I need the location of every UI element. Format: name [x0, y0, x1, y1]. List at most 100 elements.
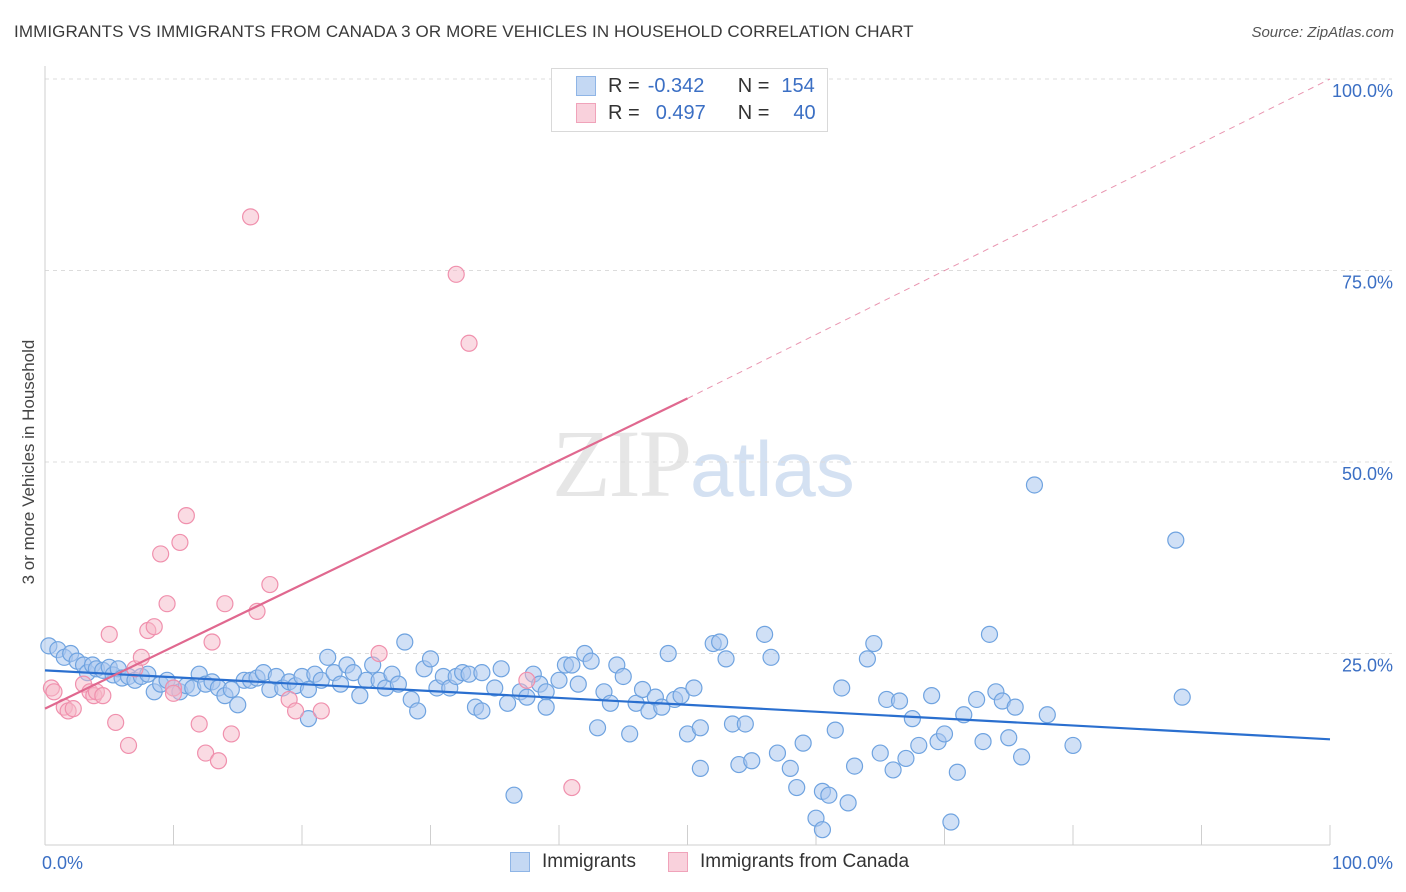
data-point-canada — [203, 633, 221, 651]
legend-r-value: -0.342 — [647, 74, 705, 97]
trend-line-immigrants — [44, 669, 1331, 741]
watermark-zip: ZIP — [552, 410, 692, 517]
data-point-canada — [312, 702, 330, 720]
data-point-immigrants — [1038, 706, 1056, 724]
data-point-canada — [209, 752, 228, 770]
data-point-immigrants — [492, 660, 510, 678]
data-point-immigrants — [871, 744, 889, 762]
data-point-immigrants — [582, 652, 600, 670]
data-point-immigrants — [319, 648, 337, 666]
data-point-immigrants — [550, 671, 568, 689]
y-axis-label: 3 or more Vehicles in Household — [19, 340, 38, 585]
data-point-canada — [197, 744, 215, 762]
legend-n-label: N = — [737, 101, 770, 124]
data-point-immigrants — [833, 679, 851, 697]
data-point-immigrants — [884, 761, 902, 779]
legend-n-label: N = — [737, 74, 770, 97]
data-point-immigrants — [691, 759, 709, 778]
data-point-immigrants — [794, 734, 812, 752]
legend-row-immigrants: R = -0.342 N = 154 — [576, 74, 815, 98]
watermark-atlas: atlas — [690, 425, 855, 513]
series-label-canada: Immigrants from Canada — [699, 851, 910, 872]
data-point-immigrants — [845, 757, 864, 775]
data-point-immigrants — [473, 664, 491, 682]
watermark: ZIPatlas — [552, 408, 855, 519]
data-point-immigrants — [717, 650, 735, 668]
data-point-immigrants — [1173, 688, 1191, 706]
data-point-immigrants — [344, 664, 362, 682]
data-point-immigrants — [890, 692, 909, 710]
data-point-canada — [216, 595, 234, 613]
data-point-immigrants — [858, 650, 877, 668]
data-point-immigrants — [351, 687, 369, 705]
data-point-immigrants — [1006, 698, 1024, 716]
data-point-immigrants — [755, 625, 774, 643]
data-point-immigrants — [1000, 729, 1018, 747]
legend-swatch-immigrants — [576, 76, 596, 96]
data-point-immigrants — [820, 786, 838, 804]
data-point-immigrants — [968, 690, 986, 709]
y-tick-label: 75.0% — [1342, 273, 1393, 293]
data-point-immigrants — [588, 719, 607, 737]
data-point-immigrants — [813, 821, 832, 839]
correlation-legend: R = -0.342 N = 154 R = 0.497 N = 40 — [551, 68, 828, 132]
data-point-canada — [100, 625, 118, 643]
legend-r-value: 0.497 — [655, 101, 706, 124]
data-point-canada — [94, 687, 112, 705]
data-point-immigrants — [614, 667, 632, 686]
series-legend: Immigrants Immigrants from Canada — [510, 851, 941, 873]
data-point-canada — [222, 725, 240, 743]
y-tick-label: 50.0% — [1342, 464, 1393, 484]
data-point-immigrants — [222, 680, 240, 699]
series-label-immigrants: Immigrants — [542, 851, 636, 872]
data-point-immigrants — [396, 633, 414, 651]
y-tick-label: 25.0% — [1342, 656, 1393, 676]
data-point-immigrants — [942, 813, 960, 831]
data-point-immigrants — [903, 710, 921, 728]
data-point-immigrants — [910, 736, 928, 755]
data-point-immigrants — [923, 687, 941, 705]
data-point-immigrants — [974, 732, 992, 751]
data-point-immigrants — [633, 680, 652, 699]
y-tick-label: 100.0% — [1332, 81, 1393, 101]
data-point-canada — [119, 736, 138, 755]
chart-title: IMMIGRANTS VS IMMIGRANTS FROM CANADA 3 O… — [14, 22, 914, 41]
source-label: Source: ZipAtlas.com — [1251, 24, 1394, 41]
data-point-immigrants — [980, 625, 999, 643]
data-point-immigrants — [299, 710, 318, 728]
data-point-immigrants — [505, 786, 523, 804]
data-point-immigrants — [948, 763, 966, 781]
data-point-canada — [286, 702, 305, 720]
data-point-immigrants — [486, 679, 504, 697]
legend-n-value: 154 — [781, 74, 815, 97]
data-point-immigrants — [826, 721, 844, 739]
data-point-immigrants — [601, 694, 620, 712]
data-point-immigrants — [788, 778, 806, 797]
data-point-canada — [145, 618, 163, 636]
x-tick-label: 0.0% — [42, 853, 83, 873]
series-legend-immigrants: Immigrants — [510, 851, 636, 873]
data-point-canada — [261, 575, 279, 594]
data-point-canada — [190, 715, 208, 733]
data-point-immigrants — [865, 634, 883, 653]
trend-line-canada-extension — [687, 78, 1331, 399]
data-point-canada — [447, 265, 465, 283]
data-point-immigrants — [537, 698, 555, 716]
legend-row-canada: R = 0.497 N = 40 — [576, 101, 816, 125]
data-point-canada — [242, 208, 260, 226]
data-point-immigrants — [499, 694, 517, 712]
data-point-immigrants — [897, 749, 915, 768]
data-point-canada — [563, 778, 581, 797]
data-point-immigrants — [421, 650, 440, 668]
trend-line-canada — [44, 397, 688, 710]
data-point-immigrants — [736, 715, 754, 733]
data-point-immigrants — [331, 675, 350, 693]
series-swatch-immigrants — [510, 852, 530, 872]
data-point-immigrants — [691, 719, 709, 737]
data-point-canada — [158, 595, 176, 613]
data-point-canada — [171, 533, 189, 552]
data-point-immigrants — [685, 679, 703, 697]
legend-r-label: R = — [608, 74, 640, 97]
data-point-canada — [64, 700, 82, 718]
data-point-immigrants — [473, 702, 491, 720]
